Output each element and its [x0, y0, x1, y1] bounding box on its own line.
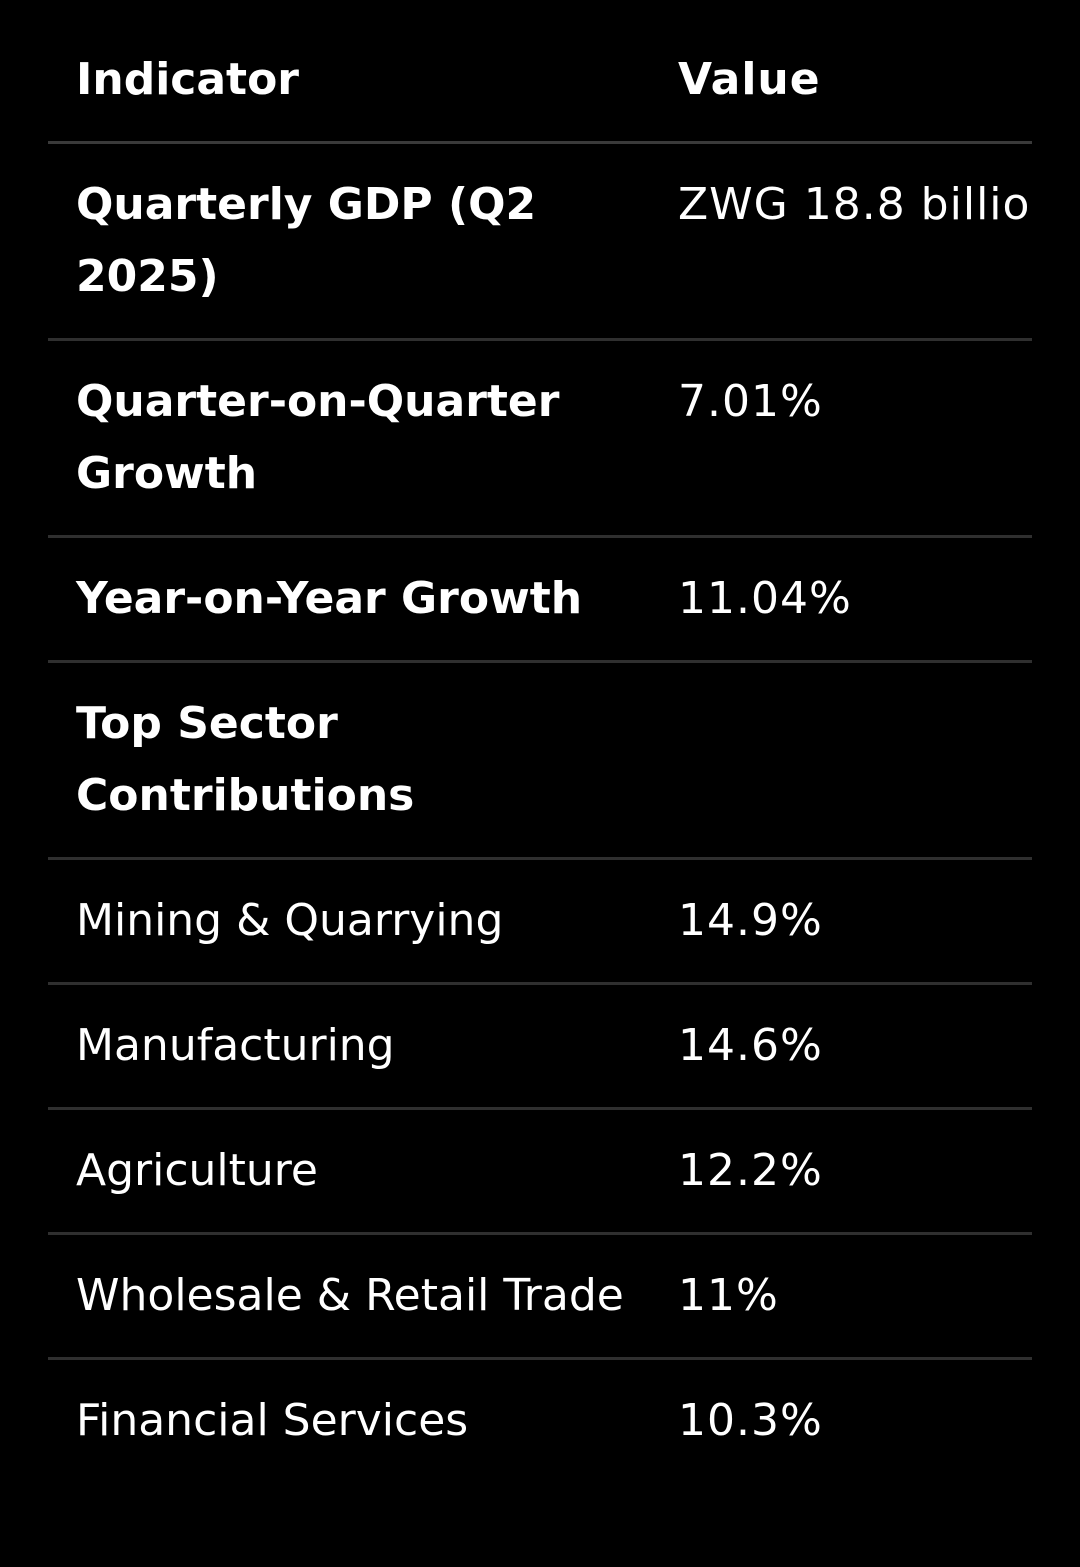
row-label: Top Sector Contributions [48, 661, 678, 860]
row-value: 7.01% [678, 339, 1032, 538]
table-row-section-header: Top Sector Contributions [48, 661, 1032, 860]
row-label: Agriculture [48, 1108, 678, 1235]
row-label: Quarter-on-Quarter Growth [48, 339, 678, 538]
table-row: Financial Services 10.3% [48, 1359, 1032, 1483]
row-label: Year-on-Year Growth [48, 536, 678, 663]
gdp-indicators-table: Indicator Value Quarterly GDP (Q2 2025) … [48, 0, 1032, 1482]
row-value: ZWG 18.8 billion [678, 142, 1032, 341]
table-row: Mining & Quarrying 14.9% [48, 858, 1032, 985]
value-column-header: Value [678, 0, 1032, 144]
row-value: 14.9% [678, 858, 1032, 985]
row-value [678, 661, 1032, 860]
row-label: Wholesale & Retail Trade [48, 1233, 678, 1360]
row-value: 10.3% [678, 1395, 823, 1446]
row-label: Manufacturing [48, 983, 678, 1110]
gdp-table-container: Indicator Value Quarterly GDP (Q2 2025) … [48, 0, 1032, 1482]
table-row: Year-on-Year Growth 11.04% [48, 536, 1032, 663]
row-value: 11% [678, 1233, 1032, 1360]
indicator-column-header: Indicator [48, 0, 678, 144]
row-label: Mining & Quarrying [48, 858, 678, 985]
row-label: Financial Services [76, 1395, 469, 1446]
table-header-row: Indicator Value [48, 0, 1032, 144]
table-row: Wholesale & Retail Trade 11% [48, 1233, 1032, 1360]
table-row: Quarterly GDP (Q2 2025) ZWG 18.8 billion [48, 142, 1032, 341]
row-value: 11.04% [678, 536, 1032, 663]
table-row: Agriculture 12.2% [48, 1108, 1032, 1235]
row-label: Quarterly GDP (Q2 2025) [48, 142, 678, 341]
table-row: Manufacturing 14.6% [48, 983, 1032, 1110]
row-value: 12.2% [678, 1108, 1032, 1235]
table-row: Quarter-on-Quarter Growth 7.01% [48, 339, 1032, 538]
row-value: 14.6% [678, 983, 1032, 1110]
